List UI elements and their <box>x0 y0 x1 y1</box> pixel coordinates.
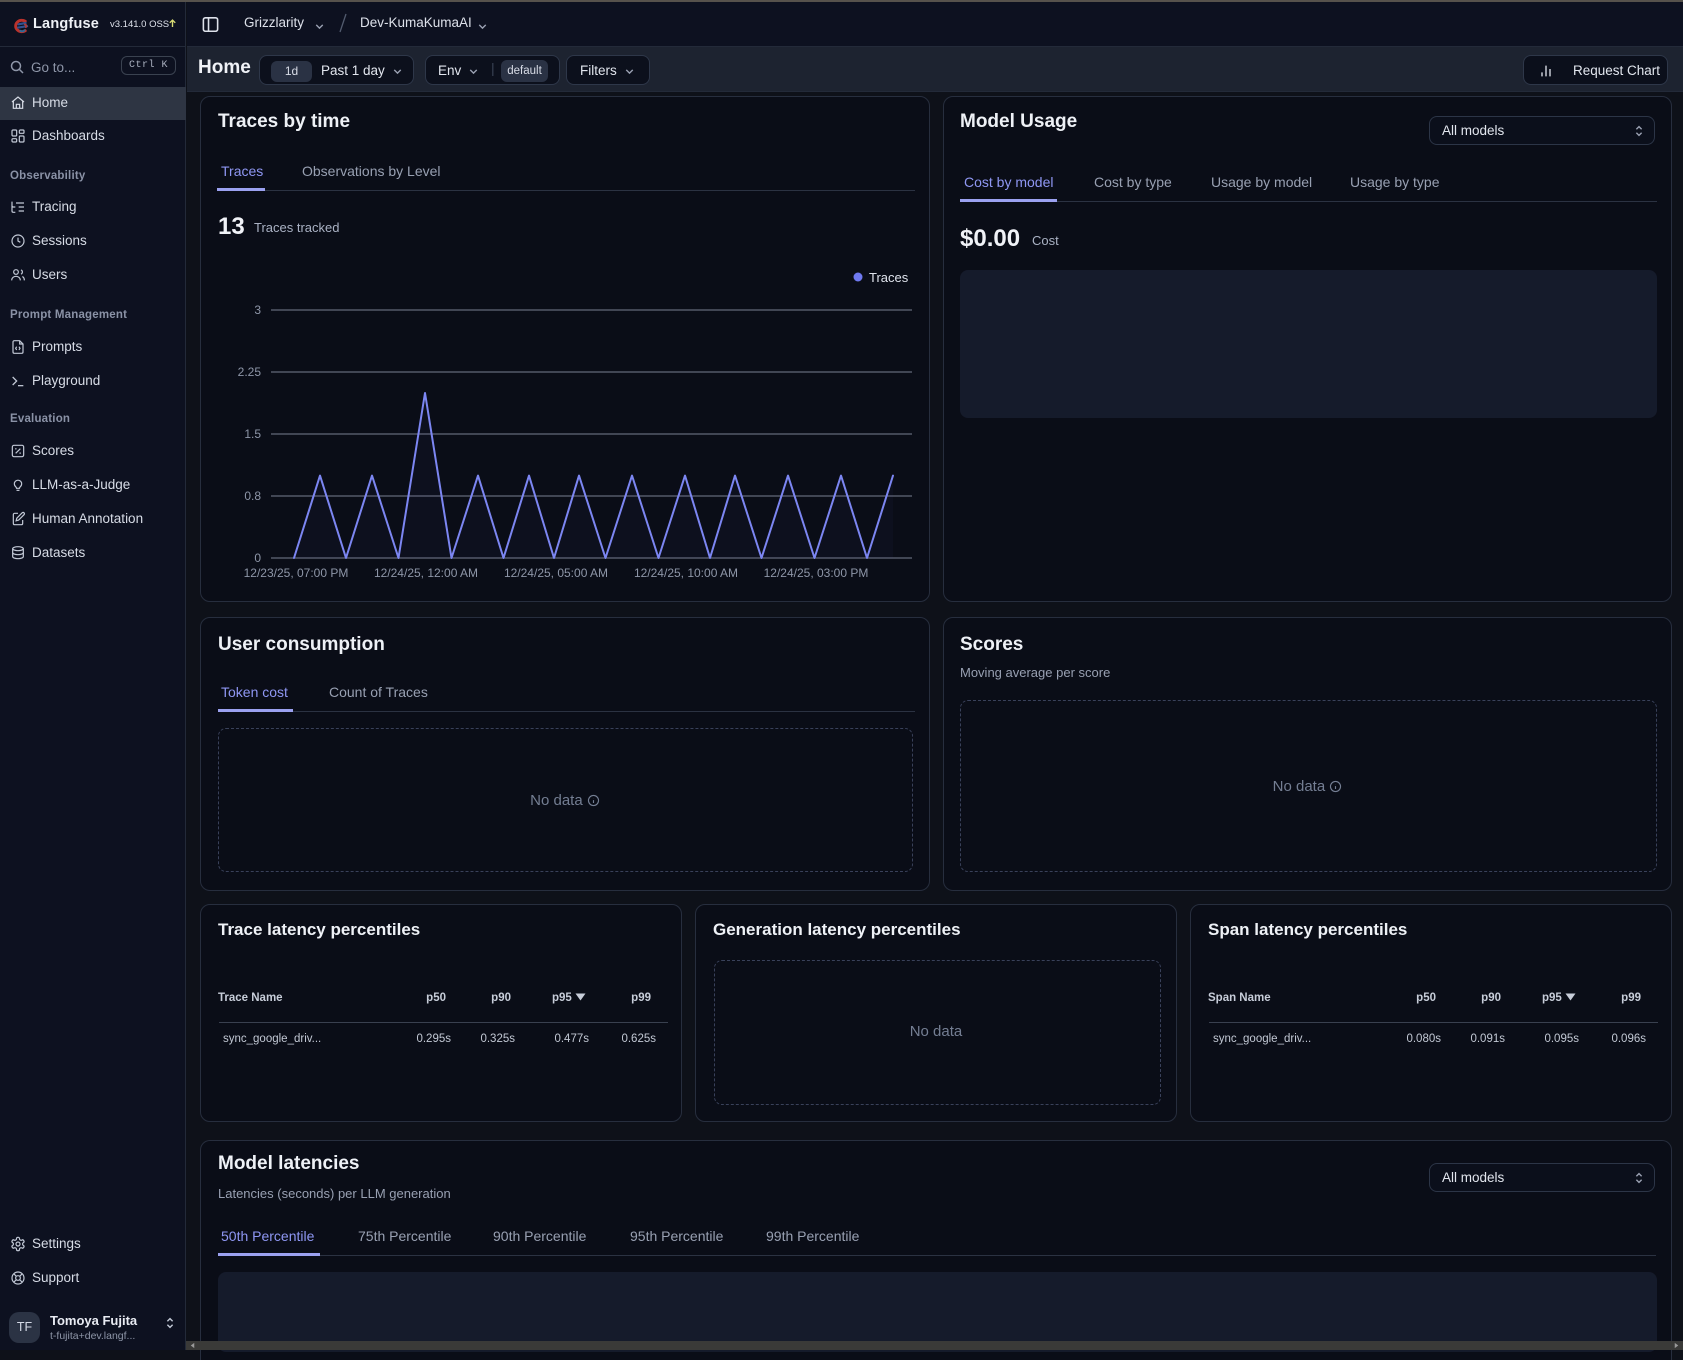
svg-text:12/23/25, 07:00 PM: 12/23/25, 07:00 PM <box>244 566 349 580</box>
svg-text:1.5: 1.5 <box>244 427 261 441</box>
svg-text:0: 0 <box>254 551 261 565</box>
svg-text:12/24/25, 10:00 AM: 12/24/25, 10:00 AM <box>634 566 738 580</box>
svg-text:Traces: Traces <box>869 270 909 285</box>
svg-text:3: 3 <box>254 303 261 317</box>
svg-text:12/24/25, 12:00 AM: 12/24/25, 12:00 AM <box>374 566 478 580</box>
svg-text:0.8: 0.8 <box>244 489 261 503</box>
svg-text:2.25: 2.25 <box>238 365 262 379</box>
svg-text:12/24/25, 03:00 PM: 12/24/25, 03:00 PM <box>764 566 869 580</box>
svg-text:12/24/25, 05:00 AM: 12/24/25, 05:00 AM <box>504 566 608 580</box>
